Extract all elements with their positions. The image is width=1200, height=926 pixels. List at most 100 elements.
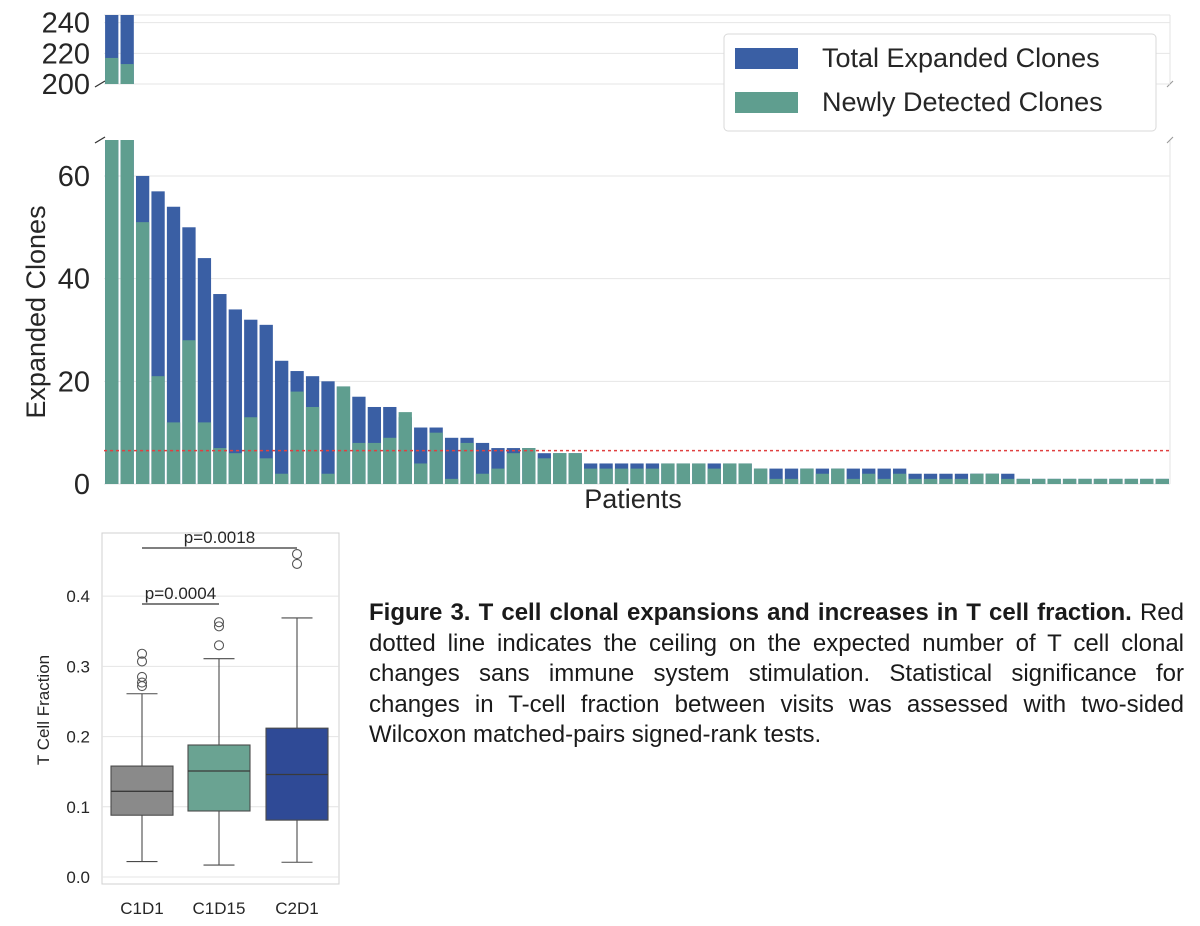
bar-newly-detected bbox=[197, 422, 212, 484]
legend: Total Expanded Clones Newly Detected Clo… bbox=[723, 33, 1157, 132]
bar-newly-detected bbox=[305, 406, 320, 484]
y-tick-label: 200 bbox=[42, 69, 90, 101]
bar-newly-detected bbox=[908, 478, 922, 484]
bar-newly-detected bbox=[367, 442, 382, 484]
box-c2d1 bbox=[265, 549, 329, 863]
box-x-tick-label: C1D1 bbox=[120, 899, 163, 918]
bar-newly-detected bbox=[275, 473, 289, 484]
bar-newly-detected bbox=[630, 468, 644, 484]
bar-newly-detected bbox=[692, 463, 706, 484]
bar-newly-detected bbox=[769, 478, 783, 484]
bar-newly-detected bbox=[661, 463, 675, 484]
y-tick-label: 0 bbox=[74, 469, 90, 501]
caption-title: Figure 3. T cell clonal expansions and i… bbox=[369, 599, 1132, 626]
legend-frame bbox=[723, 33, 1157, 132]
bar-newly-detected bbox=[676, 463, 690, 484]
bar-newly-detected bbox=[460, 442, 474, 484]
bar-total-expanded bbox=[275, 360, 289, 484]
iqr-box bbox=[187, 744, 251, 812]
bar-newly-detected bbox=[1109, 478, 1123, 484]
significance-annotations: p=0.0018 p=0.0004 bbox=[142, 528, 297, 605]
bar-newly-detected bbox=[723, 463, 737, 484]
bar-newly-detected bbox=[182, 340, 196, 484]
bar-newly-detected bbox=[862, 473, 876, 484]
bar-total-expanded bbox=[259, 324, 273, 484]
bar-newly-detected bbox=[753, 468, 768, 484]
outlier-point bbox=[136, 677, 148, 688]
y-axis-label: Expanded Clones bbox=[21, 205, 51, 418]
bar-newly-detected bbox=[645, 468, 660, 484]
outlier-point bbox=[136, 656, 148, 667]
bar-newly-detected bbox=[213, 448, 227, 484]
bar-newly-detected bbox=[151, 376, 165, 484]
outlier-point bbox=[213, 617, 225, 628]
bar-total-expanded bbox=[228, 309, 242, 484]
bar-newly-detected bbox=[321, 473, 335, 484]
outlier-point bbox=[213, 640, 225, 651]
outlier-point bbox=[291, 558, 303, 569]
bar-newly-detected bbox=[398, 412, 412, 484]
bar-newly-detected bbox=[584, 468, 598, 484]
bar-newly-detected bbox=[614, 468, 629, 484]
bar-newly-detected bbox=[1062, 478, 1077, 484]
bar-newly-detected bbox=[800, 468, 814, 484]
bar-newly-detected bbox=[135, 222, 150, 485]
box-y-tick-label: 0.4 bbox=[66, 587, 90, 606]
bar-total-expanded bbox=[166, 206, 181, 484]
bar-newly-detected bbox=[383, 437, 397, 484]
bar-group bbox=[105, 15, 1169, 485]
bar-newly-detected bbox=[954, 478, 969, 484]
bar-newly-detected bbox=[444, 478, 459, 484]
box-c1d1 bbox=[110, 648, 174, 863]
bar-newly-detected bbox=[707, 468, 721, 484]
bar-newly-detected bbox=[1124, 478, 1139, 484]
bar-newly-detected bbox=[599, 468, 613, 484]
y-tick-label: 20 bbox=[58, 366, 90, 398]
bar-newly-detected bbox=[1047, 478, 1061, 484]
bar-newly-detected bbox=[228, 453, 242, 484]
bar-newly-detected bbox=[506, 453, 521, 484]
bar-newly-detected bbox=[491, 468, 505, 484]
legend-swatch-new bbox=[735, 92, 798, 113]
bar-newly-detected bbox=[537, 458, 551, 484]
legend-swatch-total bbox=[735, 48, 798, 69]
bar-newly-detected bbox=[1016, 478, 1030, 484]
box-y-tick-label: 0.3 bbox=[66, 657, 90, 676]
y-tick-label: 220 bbox=[42, 38, 90, 70]
bar-newly-detected bbox=[1140, 478, 1154, 484]
bar-newly-detected bbox=[985, 473, 999, 484]
bar-newly-detected bbox=[105, 57, 119, 84]
legend-label-total: Total Expanded Clones bbox=[822, 43, 1100, 73]
box-y-tick-label: 0.0 bbox=[66, 868, 90, 887]
bar-newly-detected bbox=[429, 432, 443, 484]
x-axis-label: Patients bbox=[584, 484, 682, 514]
bar-newly-detected bbox=[290, 391, 304, 484]
p-value-label: p=0.0018 bbox=[184, 528, 255, 547]
bar-newly-detected bbox=[553, 453, 567, 484]
bar-newly-detected bbox=[738, 463, 752, 484]
bar-newly-detected bbox=[568, 453, 582, 484]
box-plot-frame bbox=[101, 532, 340, 885]
outlier-point bbox=[213, 621, 225, 632]
box-x-tick-label: C1D15 bbox=[193, 899, 246, 918]
bar-newly-detected bbox=[166, 422, 181, 484]
bar-total-expanded bbox=[444, 437, 459, 484]
bar-newly-detected bbox=[846, 478, 860, 484]
bar-newly-detected bbox=[939, 478, 953, 484]
bar-newly-detected bbox=[877, 478, 891, 484]
bar-total-expanded bbox=[213, 294, 227, 484]
figure-caption: Figure 3. T cell clonal expansions and i… bbox=[369, 598, 1184, 751]
iqr-box bbox=[110, 765, 174, 816]
bar-newly-detected bbox=[970, 473, 984, 484]
outlier-point bbox=[136, 648, 148, 659]
bar-newly-detected bbox=[522, 448, 536, 484]
bar-newly-detected bbox=[1093, 478, 1108, 484]
legend-label-new: Newly Detected Clones bbox=[822, 87, 1103, 117]
p-value-label: p=0.0004 bbox=[145, 584, 216, 603]
bar-newly-detected bbox=[336, 386, 351, 484]
caption-body: Red dotted line indicates the ceiling on… bbox=[369, 599, 1185, 748]
axis-break-mark bbox=[94, 136, 106, 144]
bar-newly-detected bbox=[1032, 478, 1046, 484]
bar-newly-detected bbox=[815, 473, 830, 484]
y-tick-label: 240 bbox=[42, 8, 90, 40]
